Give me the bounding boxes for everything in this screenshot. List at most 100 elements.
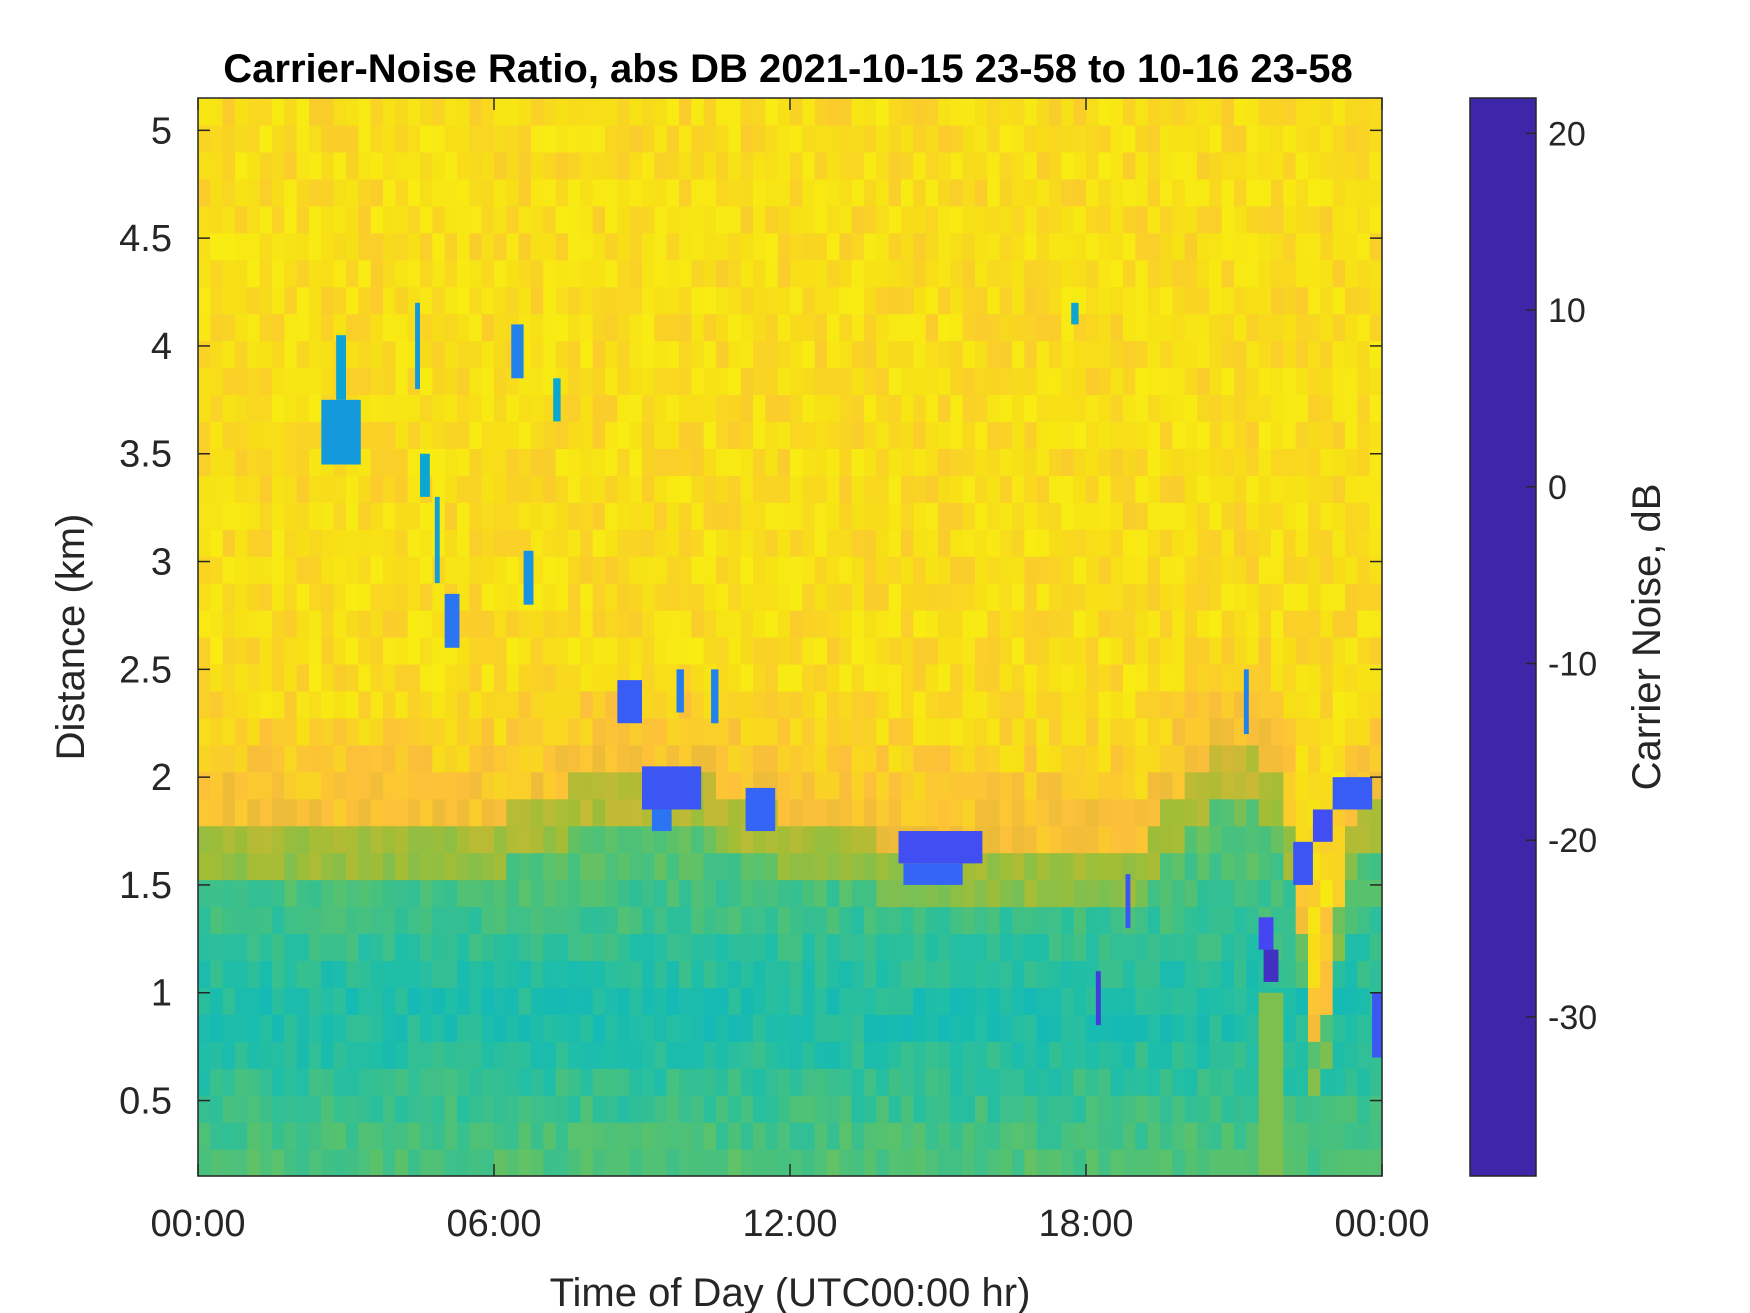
heatmap-cell xyxy=(1049,933,1062,961)
heatmap-cell xyxy=(691,583,705,611)
heatmap-cell xyxy=(1135,610,1149,638)
heatmap-cell xyxy=(592,1014,606,1042)
colorbar xyxy=(1469,97,1537,1177)
heatmap-cell xyxy=(309,502,322,530)
heatmap-cell xyxy=(259,232,273,261)
heatmap-cell xyxy=(1345,340,1358,369)
heatmap-cell xyxy=(309,448,322,476)
heatmap-cell xyxy=(1345,475,1358,503)
heatmap-cell xyxy=(1147,1068,1161,1096)
heatmap-cell xyxy=(950,340,964,369)
heatmap-cell xyxy=(876,583,890,611)
heatmap-cell xyxy=(839,475,853,503)
heatmap-cell xyxy=(962,367,976,396)
heatmap-cell xyxy=(309,663,322,692)
heatmap-cell xyxy=(888,906,902,935)
heatmap-cell xyxy=(210,771,224,800)
heatmap-cell xyxy=(1308,879,1321,908)
heatmap-cell xyxy=(864,1041,877,1069)
heatmap-cell xyxy=(938,502,951,530)
heatmap-cell xyxy=(198,340,211,369)
heatmap-cell xyxy=(1061,556,1075,584)
heatmap-cell xyxy=(1234,1095,1247,1123)
heatmap-cell xyxy=(457,960,470,988)
heatmap-cell xyxy=(1221,286,1235,315)
heatmap-cell xyxy=(1073,690,1087,719)
heatmap-cell xyxy=(1197,798,1210,827)
heatmap-cell xyxy=(580,987,594,1015)
heatmap-cell xyxy=(494,610,507,638)
heatmap-cell xyxy=(198,1149,211,1177)
heatmap-cell xyxy=(1049,232,1062,261)
heatmap-cell xyxy=(333,744,347,773)
heatmap-cell xyxy=(1110,98,1124,126)
heatmap-cell xyxy=(728,933,742,961)
heatmap-cell xyxy=(506,690,520,719)
heatmap-cell xyxy=(765,394,779,422)
heatmap-cell xyxy=(395,367,409,396)
heatmap-cell xyxy=(999,151,1013,180)
heatmap-cell xyxy=(666,151,680,180)
heatmap-cell xyxy=(370,744,384,773)
heatmap-cell xyxy=(1295,367,1309,396)
heatmap-cell xyxy=(605,1095,618,1123)
heatmap-cell xyxy=(198,960,211,988)
heatmap-cell xyxy=(1135,529,1149,557)
heatmap-cell xyxy=(728,232,742,261)
heatmap-cell xyxy=(481,1095,495,1123)
heatmap-cell xyxy=(296,610,310,638)
heatmap-cell xyxy=(309,637,322,665)
heatmap-cell xyxy=(962,98,976,126)
heatmap-cell xyxy=(703,879,717,908)
heatmap-cell xyxy=(1098,825,1112,854)
heatmap-cell xyxy=(999,124,1013,153)
heatmap-cell xyxy=(716,232,729,261)
heatmap-cell xyxy=(938,1041,951,1069)
heatmap-cell xyxy=(740,690,754,719)
heatmap-cell xyxy=(235,205,248,234)
heatmap-cell xyxy=(790,663,803,692)
heatmap-cell xyxy=(839,825,853,854)
heatmap-cell xyxy=(1135,852,1149,881)
heatmap-cell xyxy=(888,124,902,153)
heatmap-cell xyxy=(716,421,729,449)
heatmap-cell xyxy=(1172,151,1186,180)
heatmap-cell xyxy=(333,960,347,988)
heatmap-cell xyxy=(790,151,803,180)
heatmap-cell xyxy=(518,502,532,530)
heatmap-cell xyxy=(814,771,828,800)
heatmap-cell xyxy=(531,690,544,719)
heatmap-cell xyxy=(432,1068,446,1096)
heatmap-cell xyxy=(876,151,890,180)
heatmap-cell xyxy=(1172,960,1186,988)
heatmap-cell xyxy=(605,178,618,207)
heatmap-cell xyxy=(679,1095,692,1123)
heatmap-cell xyxy=(555,637,569,665)
heatmap-cell xyxy=(580,98,594,126)
heatmap-cell xyxy=(272,987,285,1015)
heatmap-cell xyxy=(420,906,433,935)
heatmap-cell xyxy=(703,124,717,153)
heatmap-cell xyxy=(1271,529,1284,557)
heatmap-cell xyxy=(395,124,409,153)
heatmap-cell xyxy=(1357,987,1371,1015)
heatmap-cell xyxy=(1110,933,1124,961)
heatmap-cell xyxy=(901,1041,914,1069)
heatmap-cell xyxy=(309,286,322,315)
heatmap-cell xyxy=(235,933,248,961)
x-tick-label: 12:00 xyxy=(742,1203,837,1245)
heatmap-cell xyxy=(962,987,976,1015)
heatmap-cell xyxy=(494,583,507,611)
heatmap-cell xyxy=(839,529,853,557)
heatmap-cell xyxy=(1234,1122,1247,1150)
heatmap-cell xyxy=(284,744,298,773)
heatmap-cell xyxy=(1110,475,1124,503)
heatmap-cell xyxy=(346,933,359,961)
heatmap-cell xyxy=(432,286,446,315)
heatmap-cell xyxy=(407,852,421,881)
heatmap-cell xyxy=(494,1068,507,1096)
heatmap-cell xyxy=(1147,151,1161,180)
heatmap-cell xyxy=(444,798,458,827)
heatmap-cell xyxy=(1135,906,1149,935)
heatmap-cell xyxy=(642,475,655,503)
